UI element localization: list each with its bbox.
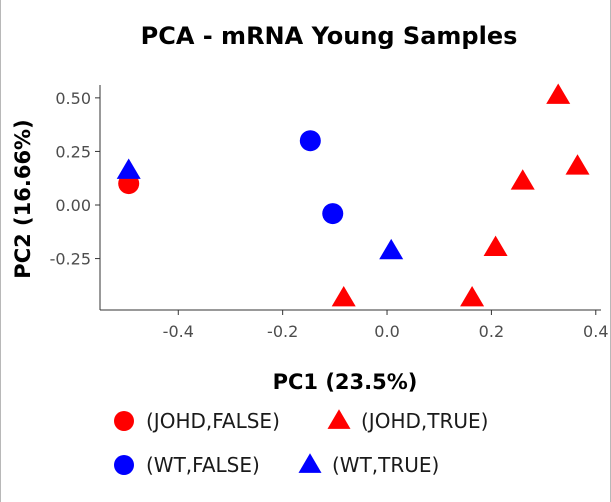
legend-item: (WT,TRUE) [298,453,439,477]
legend-label: (JOHD,TRUE) [361,409,488,433]
x-axis-title: PC1 (23.5%) [273,370,418,394]
legend-label: (WT,FALSE) [146,453,260,477]
legend-label: (JOHD,FALSE) [146,409,280,433]
data-point-triangle [510,169,535,190]
data-point-triangle [379,238,404,260]
legend-triangle-marker [298,453,322,473]
y-tick-label: 0.00 [55,196,91,215]
y-tick-label: 0.50 [55,89,91,108]
data-points [116,83,590,307]
legend-label: (WT,TRUE) [332,453,439,477]
x-tick-label: 0.2 [479,322,504,341]
data-point-triangle [331,285,356,307]
plot-area: -0.4 -0.2 0.0 0.2 0.4 -0.25 0.00 0.25 0.50 [50,83,609,341]
legend-circle-marker [114,455,134,475]
data-point-triangle [565,154,590,175]
legend-item: (JOHD,TRUE) [327,409,488,433]
window-border-left [0,0,1,502]
y-tick-label: -0.25 [50,250,91,269]
data-point-triangle [546,83,571,104]
data-point-circle [299,130,321,152]
data-point-triangle [116,158,141,179]
y-axis-ticks: -0.25 0.00 0.25 0.50 [50,89,100,269]
legend-item: (JOHD,FALSE) [114,409,280,433]
x-tick-label: -0.2 [267,322,298,341]
y-axis-title: PC2 (16.66%) [11,119,35,278]
x-axis-ticks: -0.4 -0.2 0.0 0.2 0.4 [163,310,609,341]
chart-title: PCA - mRNA Young Samples [141,22,518,50]
y-tick-label: 0.25 [55,142,91,161]
legend-triangle-marker [327,409,351,429]
data-point-triangle [460,285,485,307]
x-tick-label: 0.0 [374,322,399,341]
data-point-circle [322,203,344,225]
legend: (JOHD,FALSE) (JOHD,TRUE) (WT,FALSE) (WT,TRU… [114,409,488,477]
x-tick-label: 0.4 [583,322,608,341]
legend-item: (WT,FALSE) [114,453,260,477]
legend-circle-marker [114,411,134,431]
data-point-triangle [483,235,508,257]
x-tick-label: -0.4 [163,322,194,341]
